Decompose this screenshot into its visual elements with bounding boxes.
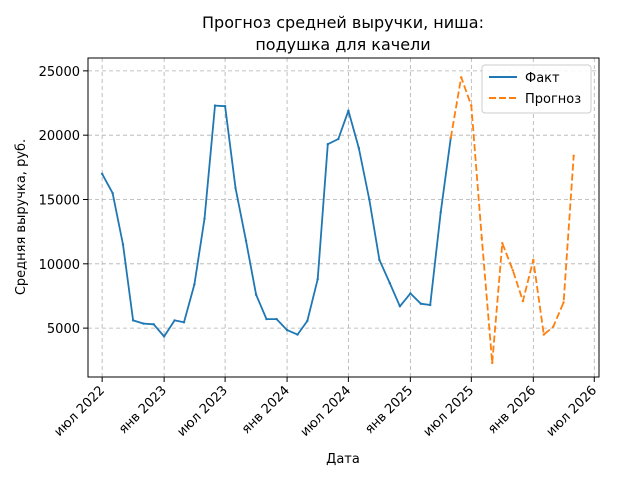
x-axis-label: Дата xyxy=(326,452,360,467)
data-point xyxy=(296,333,299,336)
series-lines xyxy=(100,76,575,365)
legend: Факт Прогноз xyxy=(481,64,592,114)
data-point xyxy=(429,303,432,307)
y-axis-ticks: 5000 10000 15000 20000 25000 xyxy=(39,65,88,337)
data-point xyxy=(409,292,412,295)
chart-title-line-1: Прогноз средней выручки, ниша: xyxy=(202,13,484,32)
data-point xyxy=(491,361,494,365)
data-point xyxy=(131,319,135,322)
data-point xyxy=(100,172,104,175)
data-point xyxy=(532,258,535,262)
legend-label-forecast: Прогноз xyxy=(525,92,581,107)
y-tick-label: 20000 xyxy=(39,129,80,144)
data-point xyxy=(223,105,227,108)
data-point xyxy=(152,323,155,326)
data-point xyxy=(572,154,575,157)
data-point xyxy=(501,242,504,245)
data-point xyxy=(234,186,237,190)
data-point xyxy=(193,283,196,286)
data-point xyxy=(203,217,206,220)
data-point xyxy=(562,301,565,304)
data-point xyxy=(306,319,309,323)
data-point xyxy=(347,109,350,112)
data-point xyxy=(173,319,176,322)
data-point xyxy=(368,198,371,201)
legend-label-fact: Факт xyxy=(525,71,560,86)
data-point xyxy=(460,76,463,79)
plot-frame xyxy=(87,57,600,378)
data-point xyxy=(378,258,381,262)
data-point xyxy=(142,322,145,325)
data-point xyxy=(182,321,186,324)
data-point xyxy=(552,325,555,328)
data-point xyxy=(162,335,166,338)
data-point xyxy=(449,136,452,139)
data-point xyxy=(285,328,289,332)
data-point xyxy=(542,333,545,336)
data-point xyxy=(326,143,329,146)
data-point xyxy=(213,104,217,107)
data-point xyxy=(121,243,125,246)
grid xyxy=(88,58,599,377)
y-axis-label: Средняя выручка, руб. xyxy=(14,139,29,295)
data-point xyxy=(470,104,473,107)
data-point xyxy=(388,281,391,285)
y-tick-label: 5000 xyxy=(47,322,80,337)
data-point xyxy=(480,236,483,240)
y-tick-label: 10000 xyxy=(39,258,80,273)
data-point xyxy=(275,317,278,321)
data-point xyxy=(254,293,258,296)
data-point xyxy=(439,211,442,214)
data-point xyxy=(244,239,248,242)
data-point xyxy=(511,269,514,272)
data-point xyxy=(316,278,319,281)
data-point xyxy=(337,137,340,141)
data-point xyxy=(521,299,525,303)
data-point xyxy=(419,302,422,305)
data-point xyxy=(265,317,268,321)
data-point xyxy=(398,305,402,308)
data-point xyxy=(357,146,360,150)
data-point xyxy=(111,191,114,195)
chart-title-line-2: подушка для качели xyxy=(255,35,430,54)
y-tick-label: 15000 xyxy=(39,193,80,208)
y-tick-label: 25000 xyxy=(39,65,80,80)
